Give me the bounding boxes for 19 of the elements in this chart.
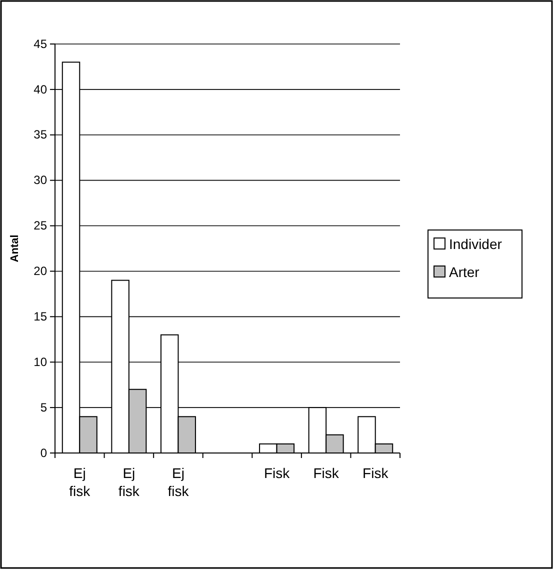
y-axis-title: Antal bbox=[9, 234, 21, 262]
legend-label: Arter bbox=[449, 264, 480, 280]
y-tick-label: 20 bbox=[34, 264, 48, 278]
y-tick-label: 30 bbox=[34, 173, 48, 188]
x-tick-label: Ej fisk bbox=[118, 465, 140, 500]
x-tick-label: Ej fisk bbox=[168, 465, 190, 500]
legend-label: Individer bbox=[449, 236, 502, 252]
y-tick-label: 10 bbox=[34, 354, 48, 369]
y-tick-label: 15 bbox=[34, 310, 48, 324]
x-tick-label: Fisk bbox=[362, 465, 390, 481]
x-tick-label: Ej fisk bbox=[69, 465, 92, 500]
y-tick-label: 25 bbox=[34, 218, 48, 233]
y-tick-label: 40 bbox=[34, 82, 48, 96]
y-tick-label: 35 bbox=[34, 128, 48, 142]
y-tick-label: 5 bbox=[40, 400, 48, 414]
x-tick-label: Fisk bbox=[313, 465, 340, 481]
y-tick-label: 0 bbox=[40, 446, 48, 460]
x-tick-label: Fisk bbox=[264, 465, 291, 481]
y-tick-label: 45 bbox=[34, 36, 48, 51]
